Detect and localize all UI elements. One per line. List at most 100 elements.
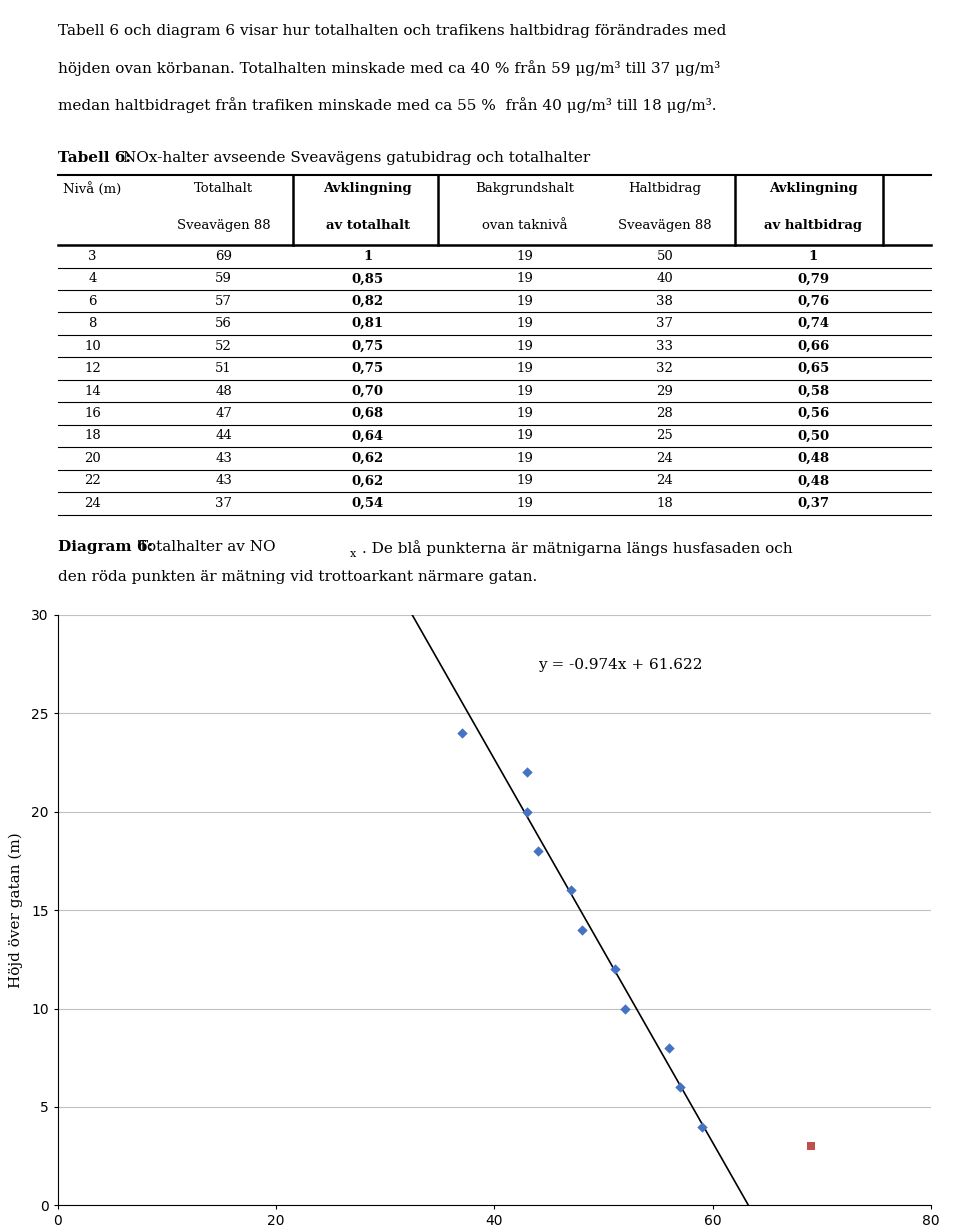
Text: 52: 52 xyxy=(215,339,232,353)
Text: 12: 12 xyxy=(84,362,101,375)
Text: 0,48: 0,48 xyxy=(797,451,829,465)
Text: Avklingning: Avklingning xyxy=(324,182,412,196)
Text: 3: 3 xyxy=(88,250,97,263)
Text: Sveavägen 88: Sveavägen 88 xyxy=(177,219,271,232)
Text: 37: 37 xyxy=(215,497,232,510)
Text: 29: 29 xyxy=(657,385,673,397)
Text: 69: 69 xyxy=(215,250,232,263)
Text: 32: 32 xyxy=(657,362,673,375)
Text: 0,75: 0,75 xyxy=(351,339,384,353)
Text: 19: 19 xyxy=(516,272,534,285)
Text: den röda punkten är mätning vid trottoarkant närmare gatan.: den röda punkten är mätning vid trottoar… xyxy=(58,571,537,584)
Text: 4: 4 xyxy=(88,272,97,285)
Point xyxy=(618,999,634,1018)
Text: ovan taknivå: ovan taknivå xyxy=(482,219,567,232)
Text: 1: 1 xyxy=(363,250,372,263)
Text: Nivå (m): Nivå (m) xyxy=(63,182,122,197)
Text: 0,62: 0,62 xyxy=(351,475,384,487)
Text: Sveavägen 88: Sveavägen 88 xyxy=(618,219,711,232)
Text: 1: 1 xyxy=(808,250,818,263)
Point xyxy=(672,1077,687,1097)
Text: 50: 50 xyxy=(657,250,673,263)
Text: 28: 28 xyxy=(657,407,673,419)
Text: 0,79: 0,79 xyxy=(797,272,829,285)
Text: 6: 6 xyxy=(88,295,97,308)
Text: 0,74: 0,74 xyxy=(797,317,829,330)
Text: 0,68: 0,68 xyxy=(351,407,384,419)
Point xyxy=(661,1038,677,1058)
Text: 33: 33 xyxy=(657,339,673,353)
Text: Haltbidrag: Haltbidrag xyxy=(628,182,701,196)
Text: 0,66: 0,66 xyxy=(797,339,829,353)
Point xyxy=(519,802,535,822)
Text: 43: 43 xyxy=(215,475,232,487)
Text: 25: 25 xyxy=(657,429,673,443)
Text: Bakgrundshalt: Bakgrundshalt xyxy=(475,182,574,196)
Text: 19: 19 xyxy=(516,339,534,353)
Text: 0,58: 0,58 xyxy=(797,385,829,397)
Point xyxy=(607,959,622,979)
Text: 40: 40 xyxy=(657,272,673,285)
Text: 24: 24 xyxy=(657,475,673,487)
Text: 0,64: 0,64 xyxy=(351,429,384,443)
Text: 19: 19 xyxy=(516,317,534,330)
Text: 19: 19 xyxy=(516,295,534,308)
Text: 19: 19 xyxy=(516,497,534,510)
Text: 0,82: 0,82 xyxy=(351,295,384,308)
Text: Tabell 6 och diagram 6 visar hur totalhalten och trafikens haltbidrag förändrade: Tabell 6 och diagram 6 visar hur totalha… xyxy=(58,23,726,38)
Text: Avklingning: Avklingning xyxy=(769,182,857,196)
Text: Totalhalter av NO: Totalhalter av NO xyxy=(138,540,276,554)
Point xyxy=(694,1117,709,1137)
Text: 19: 19 xyxy=(516,475,534,487)
Text: 56: 56 xyxy=(215,317,232,330)
Text: av haltbidrag: av haltbidrag xyxy=(764,219,862,232)
Text: 48: 48 xyxy=(215,385,232,397)
Text: 18: 18 xyxy=(84,429,101,443)
Point xyxy=(804,1137,819,1156)
Text: . De blå punkterna är mätnigarna längs husfasaden och: . De blå punkterna är mätnigarna längs h… xyxy=(362,540,792,556)
Text: 43: 43 xyxy=(215,451,232,465)
Text: 0,54: 0,54 xyxy=(351,497,384,510)
Text: 38: 38 xyxy=(657,295,673,308)
Text: 24: 24 xyxy=(657,451,673,465)
Text: 19: 19 xyxy=(516,429,534,443)
Point xyxy=(519,763,535,782)
Text: Diagram 6:: Diagram 6: xyxy=(58,540,153,554)
Text: 24: 24 xyxy=(84,497,101,510)
Text: 14: 14 xyxy=(84,385,101,397)
Text: NOx-halter avseende Sveavägens gatubidrag och totalhalter: NOx-halter avseende Sveavägens gatubidra… xyxy=(123,151,590,165)
Text: x: x xyxy=(350,549,356,560)
Text: 44: 44 xyxy=(215,429,232,443)
Text: 8: 8 xyxy=(88,317,97,330)
Text: 0,75: 0,75 xyxy=(351,362,384,375)
Text: 0,65: 0,65 xyxy=(797,362,829,375)
Text: 57: 57 xyxy=(215,295,232,308)
Text: 10: 10 xyxy=(84,339,101,353)
Text: 0,56: 0,56 xyxy=(797,407,829,419)
Text: 19: 19 xyxy=(516,385,534,397)
Text: 0,50: 0,50 xyxy=(797,429,829,443)
Text: 19: 19 xyxy=(516,451,534,465)
Text: 18: 18 xyxy=(657,497,673,510)
Text: 0,85: 0,85 xyxy=(351,272,384,285)
Point xyxy=(454,723,469,743)
Text: 0,70: 0,70 xyxy=(351,385,384,397)
Text: 0,37: 0,37 xyxy=(797,497,829,510)
Text: höjden ovan körbanan. Totalhalten minskade med ca 40 % från 59 μg/m³ till 37 μg/: höjden ovan körbanan. Totalhalten minska… xyxy=(58,60,720,76)
Point xyxy=(574,920,589,940)
Text: medan haltbidraget från trafiken minskade med ca 55 %  från 40 μg/m³ till 18 μg/: medan haltbidraget från trafiken minskad… xyxy=(58,97,716,113)
Text: 0,76: 0,76 xyxy=(797,295,829,308)
Text: 19: 19 xyxy=(516,407,534,419)
Text: y = -0.974x + 61.622: y = -0.974x + 61.622 xyxy=(538,658,703,672)
Point xyxy=(564,881,579,900)
Text: 20: 20 xyxy=(84,451,101,465)
Text: 22: 22 xyxy=(84,475,101,487)
Text: 51: 51 xyxy=(215,362,232,375)
Text: 19: 19 xyxy=(516,362,534,375)
Text: 37: 37 xyxy=(657,317,673,330)
Text: 59: 59 xyxy=(215,272,232,285)
Text: 0,62: 0,62 xyxy=(351,451,384,465)
Text: 16: 16 xyxy=(84,407,101,419)
Text: 0,81: 0,81 xyxy=(351,317,384,330)
Text: av totalhalt: av totalhalt xyxy=(325,219,410,232)
